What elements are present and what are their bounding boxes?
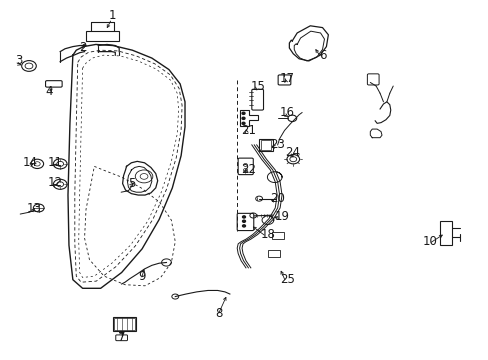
- Text: 23: 23: [270, 138, 285, 151]
- Text: 15: 15: [250, 80, 265, 93]
- Text: 1: 1: [109, 9, 116, 22]
- Text: 16: 16: [279, 106, 294, 119]
- Text: 25: 25: [280, 273, 294, 286]
- Text: 22: 22: [241, 163, 255, 176]
- Text: 24: 24: [284, 145, 299, 158]
- Text: 6: 6: [318, 49, 325, 62]
- Text: 3: 3: [16, 54, 23, 67]
- Circle shape: [242, 225, 245, 227]
- Text: 20: 20: [270, 192, 285, 205]
- Text: 7: 7: [118, 330, 125, 343]
- Text: 18: 18: [260, 228, 275, 241]
- Bar: [271, 232, 283, 239]
- Circle shape: [242, 117, 244, 120]
- Bar: [260, 140, 271, 150]
- Bar: [439, 221, 451, 245]
- Text: 19: 19: [274, 210, 289, 223]
- Circle shape: [242, 216, 245, 218]
- Bar: [114, 318, 135, 330]
- Bar: [267, 250, 279, 257]
- Text: 21: 21: [241, 124, 255, 137]
- Bar: [259, 139, 272, 151]
- Text: 9: 9: [138, 270, 145, 283]
- Text: 8: 8: [215, 307, 223, 320]
- Text: 4: 4: [45, 85, 53, 98]
- Circle shape: [242, 112, 244, 114]
- Bar: [113, 317, 136, 331]
- Text: 2: 2: [79, 41, 86, 54]
- Text: 17: 17: [279, 72, 294, 85]
- Text: 14: 14: [22, 156, 38, 169]
- Text: 13: 13: [26, 202, 41, 215]
- Circle shape: [242, 220, 245, 222]
- Circle shape: [242, 122, 244, 125]
- Text: 5: 5: [127, 177, 135, 190]
- Text: 11: 11: [48, 156, 62, 169]
- Text: 12: 12: [48, 176, 62, 189]
- Text: 10: 10: [422, 235, 436, 248]
